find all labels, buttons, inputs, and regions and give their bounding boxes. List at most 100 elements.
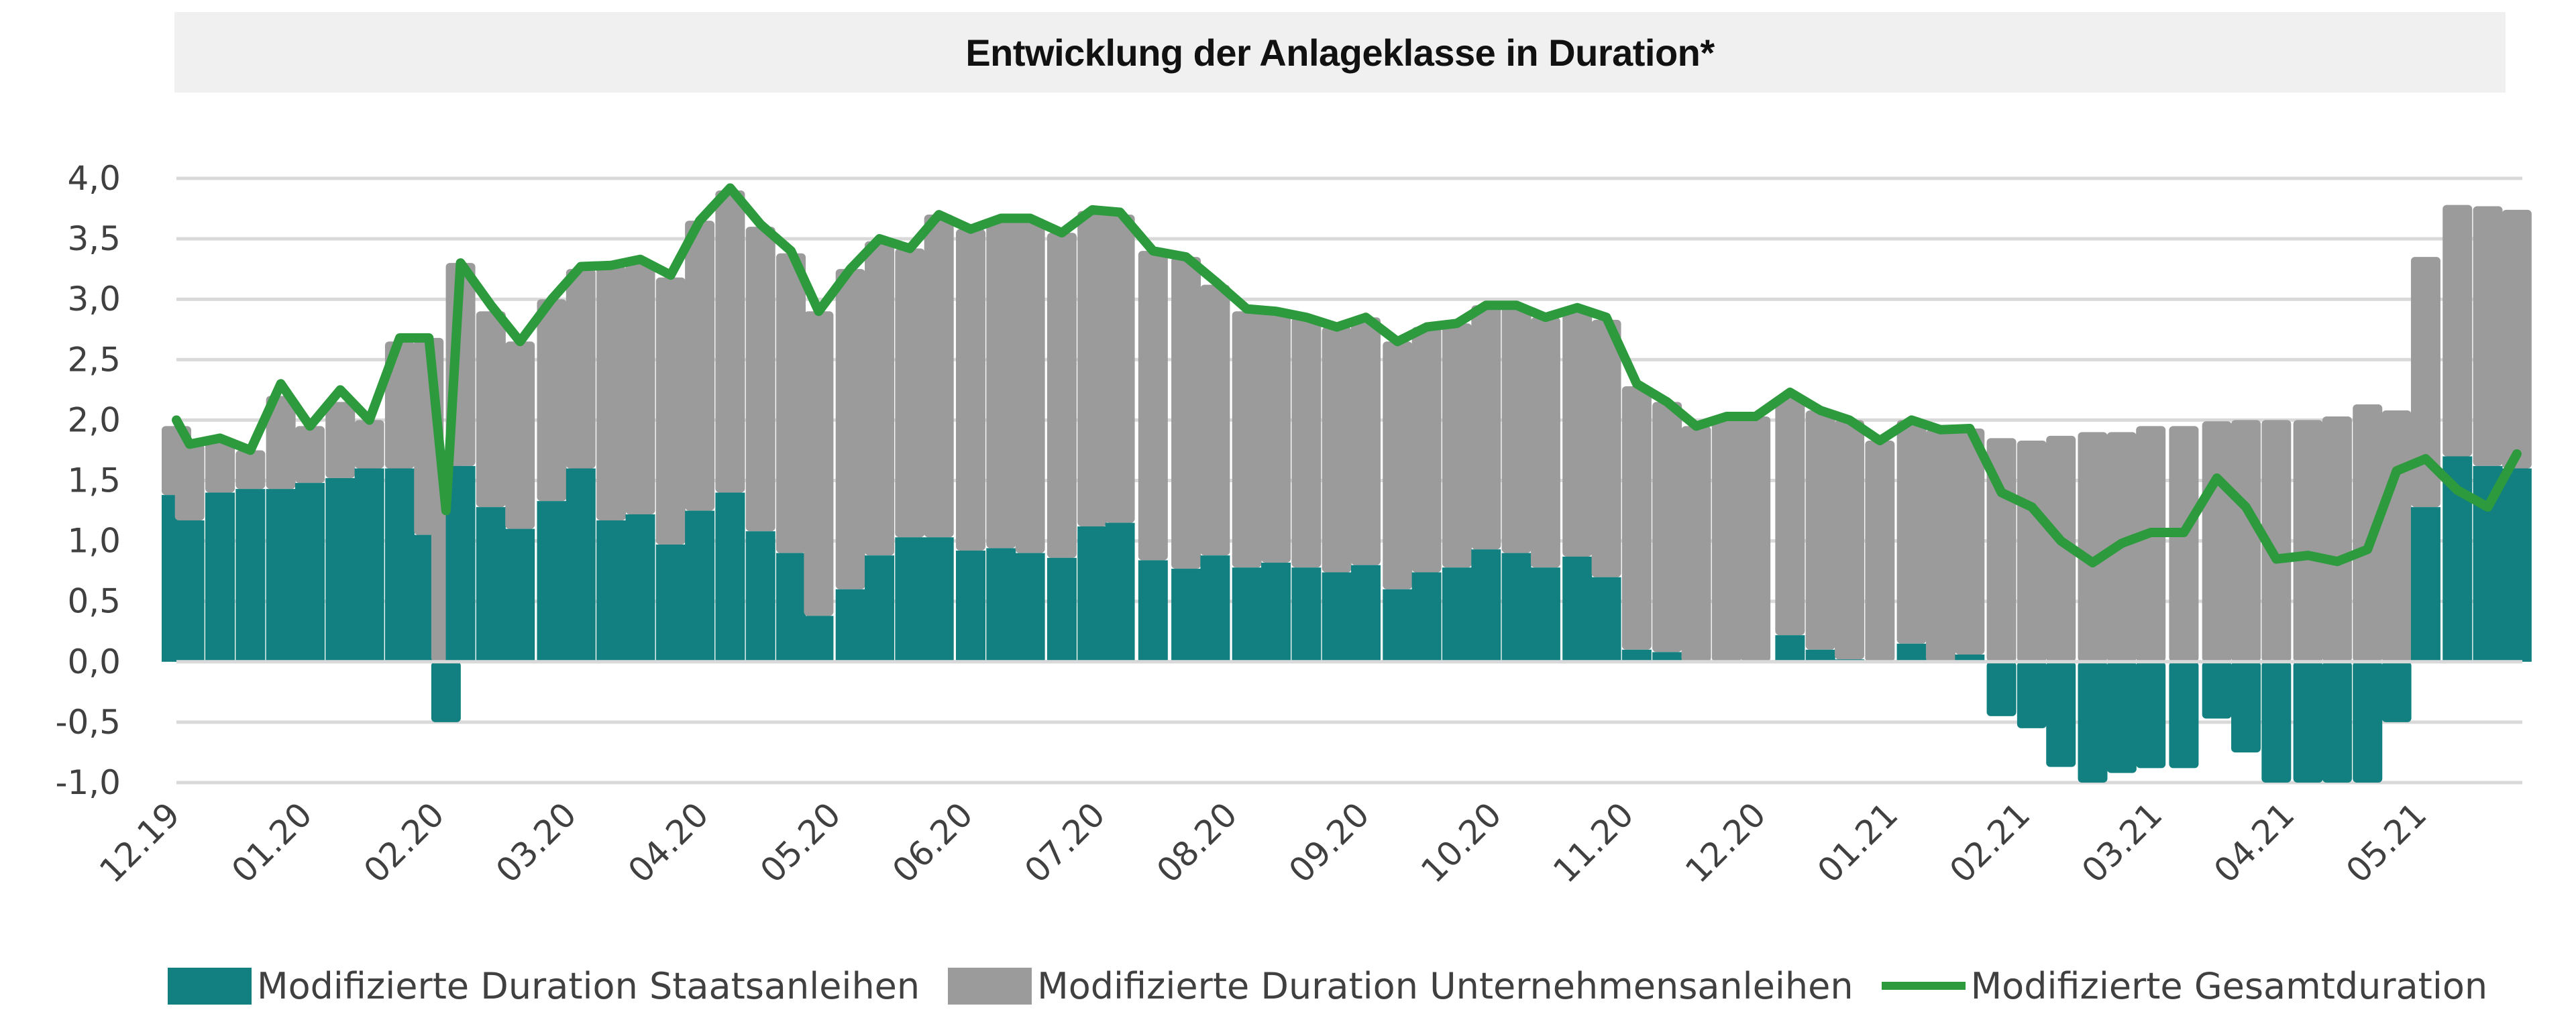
bar-unternehmensanleihen [1471,305,1501,550]
legend-item-unternehmensanleihen: Modifizierte Duration Unternehmensanleih… [948,964,1854,1007]
bar-staatsanleihen [431,661,461,722]
bar-staatsanleihen [537,501,567,662]
legend-label-unternehmensanleihen: Modifizierte Duration Unternehmensanleih… [1037,964,1854,1007]
x-tick-label: 06.20 [885,795,980,890]
bar-staatsanleihen [835,589,865,662]
legend-swatch-unternehmensanleihen [948,967,1032,1005]
legend-swatch-staatsanleihen [168,967,252,1005]
bar-staatsanleihen [745,531,775,662]
bar-staatsanleihen [205,492,235,662]
x-tick-label: 01.21 [1810,795,1905,890]
chart-title: Entwicklung der Anlageklasse in Duration… [965,31,1715,74]
legend-item-staatsanleihen: Modifizierte Duration Staatsanleihen [168,965,920,1007]
bar-unternehmensanleihen [2202,421,2232,662]
total-duration-line-group [172,183,2522,567]
legend-line-gesamtduration [1881,982,1966,990]
bar-unternehmensanleihen [325,402,356,478]
bar-staatsanleihen [354,468,384,662]
x-tick-label: 08.20 [1149,795,1244,890]
x-tick-label: 10.20 [1413,795,1509,890]
bar-unternehmensanleihen [2473,206,2503,466]
bar-unternehmensanleihen [895,248,925,538]
bar-staatsanleihen [625,514,655,662]
x-tick-label: 09.20 [1281,795,1377,890]
bar-unternehmensanleihen [1955,429,1985,655]
bar-staatsanleihen [266,489,296,662]
y-tick-label: 3,0 [67,280,121,319]
bar-staatsanleihen [1501,553,1532,662]
bar-staatsanleihen [2136,661,2166,769]
x-tick-label: 01.20 [224,795,319,890]
x-tick-label: 05.21 [2339,795,2434,890]
x-tick-label: 12.20 [1678,795,1773,890]
x-tick-label: 12.19 [92,795,187,890]
bar-unternehmensanleihen [476,311,506,508]
bar-unternehmensanleihen [2261,420,2292,662]
bar-unternehmensanleihen [505,341,535,529]
bar-unternehmensanleihen [2502,209,2532,469]
bar-unternehmensanleihen [2293,420,2323,662]
bar-staatsanleihen [1562,557,1593,662]
bar-unternehmensanleihen [2353,404,2383,662]
bar-unternehmensanleihen [655,277,686,545]
bar-unternehmensanleihen [2078,432,2108,662]
bar-staatsanleihen [1896,643,1927,662]
bar-staatsanleihen [1411,572,1442,662]
bar-staatsanleihen [505,528,535,662]
x-tick-label: 02.21 [1942,795,2037,890]
bar-unternehmensanleihen [1046,233,1077,558]
bar-staatsanleihen [1322,572,1352,662]
bar-staatsanleihen [2322,661,2352,783]
bar-staatsanleihen [2017,661,2047,728]
bar-unternehmensanleihen [1077,211,1108,526]
bar-unternehmensanleihen [354,420,384,469]
bar-staatsanleihen [924,537,954,662]
y-tick-label: 1,5 [67,461,121,500]
bar-staatsanleihen [2046,661,2076,767]
y-tick-label: 0,0 [67,642,121,681]
bar-staatsanleihen [2353,661,2383,783]
bar-unternehmensanleihen [1835,420,1865,660]
legend: Modifizierte Duration Staatsanleihen Mod… [168,959,2516,1013]
bar-unternehmensanleihen [955,229,985,551]
x-tick-label: 07.20 [1017,795,1112,890]
bar-unternehmensanleihen [835,269,865,589]
bar-unternehmensanleihen [1865,441,1895,662]
bar-staatsanleihen [566,468,596,662]
bar-staatsanleihen [1171,569,1201,662]
bar-staatsanleihen [2293,661,2323,783]
x-tick-label: 04.21 [2206,795,2302,890]
bar-staatsanleihen [1955,654,1985,662]
x-tick-label: 02.20 [356,795,451,890]
bar-unternehmensanleihen [1383,341,1413,589]
bar-unternehmensanleihen [1501,305,1532,553]
bar-unternehmensanleihen [2231,420,2261,662]
bar-unternehmensanleihen [1591,319,1621,577]
bar-unternehmensanleihen [1232,311,1262,568]
bar-staatsanleihen [235,489,266,662]
bar-unternehmensanleihen [1411,327,1442,573]
y-tick-label: 0,5 [67,582,121,621]
bars [162,190,2532,783]
bar-staatsanleihen [1232,567,1262,662]
bar-staatsanleihen [174,520,205,662]
x-tick-label: 11.20 [1546,795,1641,890]
bar-unternehmensanleihen [1562,307,1593,557]
bar-staatsanleihen [655,545,686,662]
bar-unternehmensanleihen [1442,323,1472,568]
bar-unternehmensanleihen [776,253,806,553]
bar-unternehmensanleihen [2169,426,2199,662]
bar-staatsanleihen [1015,553,1045,662]
bar-unternehmensanleihen [2046,435,2076,662]
bar-unternehmensanleihen [1741,416,1771,662]
bar-unternehmensanleihen [1200,284,1230,556]
bar-unternehmensanleihen [1171,257,1201,569]
bar-staatsanleihen [1652,652,1682,662]
bar-staatsanleihen [2106,661,2137,773]
legend-label-gesamtduration: Modifizierte Gesamtduration [1970,964,2488,1007]
bar-unternehmensanleihen [1896,420,1927,644]
bar-unternehmensanleihen [205,438,235,493]
bar-unternehmensanleihen [537,299,567,502]
bar-staatsanleihen [1200,555,1230,662]
